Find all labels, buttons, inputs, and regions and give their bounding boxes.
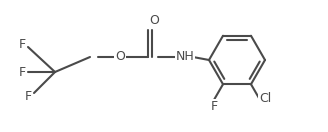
Text: O: O [149, 15, 159, 27]
Text: Cl: Cl [259, 92, 271, 105]
Text: O: O [115, 51, 125, 63]
Text: F: F [18, 37, 26, 51]
Text: F: F [18, 65, 26, 79]
Text: F: F [25, 89, 31, 103]
Text: NH: NH [175, 51, 195, 63]
Text: F: F [211, 100, 217, 113]
